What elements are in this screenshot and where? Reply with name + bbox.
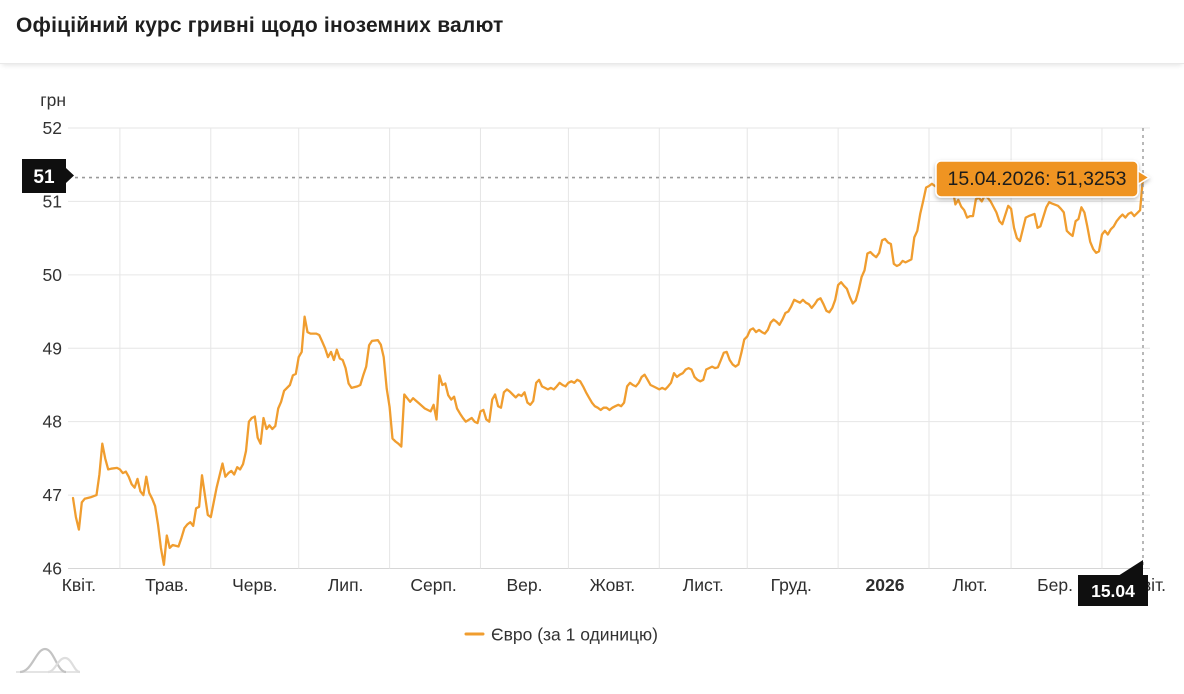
x-axis-tick-label: Серп. <box>410 575 456 595</box>
tooltip-box <box>935 160 1139 198</box>
x-axis-tick-label: Бер. <box>1037 575 1073 595</box>
x-axis-tick-label: Трав. <box>145 575 188 595</box>
crosshair-y-label-text: 51 <box>33 167 55 188</box>
page-title: Офіційний курс гривні щодо іноземних вал… <box>16 14 504 37</box>
x-axis-tick-label: Лист. <box>683 575 724 595</box>
y-axis-tick-label: 48 <box>43 412 62 432</box>
sparkline-wave-small <box>47 656 81 674</box>
y-axis-tick-label: 49 <box>43 338 62 358</box>
tooltip: 15.04.2026: 51,3253 <box>935 160 1151 198</box>
crosshair-y-label: 51 <box>22 159 74 193</box>
area-sparkline-icon <box>16 647 81 674</box>
crosshair-y-label-box <box>22 159 66 193</box>
crosshair-x-label: 15.04 <box>1078 560 1148 606</box>
x-axis-tick-label: Квіт. <box>62 575 96 595</box>
crosshair-x-label-box <box>1078 575 1148 606</box>
page-header: Офіційний курс гривні щодо іноземних вал… <box>0 0 1184 64</box>
x-axis-tick-label: Лют. <box>952 575 987 595</box>
x-axis-tick-label: Жовт. <box>590 575 636 595</box>
legend-item-euro[interactable]: Євро (за 1 одиницю) <box>464 625 658 645</box>
crosshair-x-label-text: 15.04 <box>1091 581 1135 601</box>
y-axis-tick-label: 52 <box>43 118 62 138</box>
x-axis-tick-label: Груд. <box>771 575 812 595</box>
euro-series-line <box>71 176 1145 566</box>
y-axis-tick-label: 50 <box>43 265 63 285</box>
x-axis-tick-label: Черв. <box>232 575 277 595</box>
x-axis-tick-label: Лип. <box>328 575 364 595</box>
tooltip-text: 15.04.2026: 51,3253 <box>948 168 1127 190</box>
y-axis-title: грн <box>40 90 66 110</box>
crosshair-x-label-arrow <box>1118 560 1143 576</box>
y-axis-tick-label: 47 <box>43 485 62 505</box>
y-axis-tick-label: 51 <box>43 191 62 211</box>
y-axis-tick-label: 46 <box>43 559 62 579</box>
chart-svg[interactable]: 46 47 48 49 50 51 52 грн Квіт. Трав. Черв. Лип. Серп… <box>0 64 1184 694</box>
sparkline-wave-big <box>19 647 67 674</box>
crosshair-y-label-arrow <box>66 168 74 183</box>
exchange-rate-chart[interactable]: 46 47 48 49 50 51 52 грн Квіт. Трав. Черв. Лип. Серп… <box>0 64 1184 694</box>
legend-label: Євро (за 1 одиницю) <box>491 625 658 645</box>
x-axis-tick-label: Вер. <box>506 575 542 595</box>
x-axis-tick-label: 2026 <box>866 575 905 595</box>
